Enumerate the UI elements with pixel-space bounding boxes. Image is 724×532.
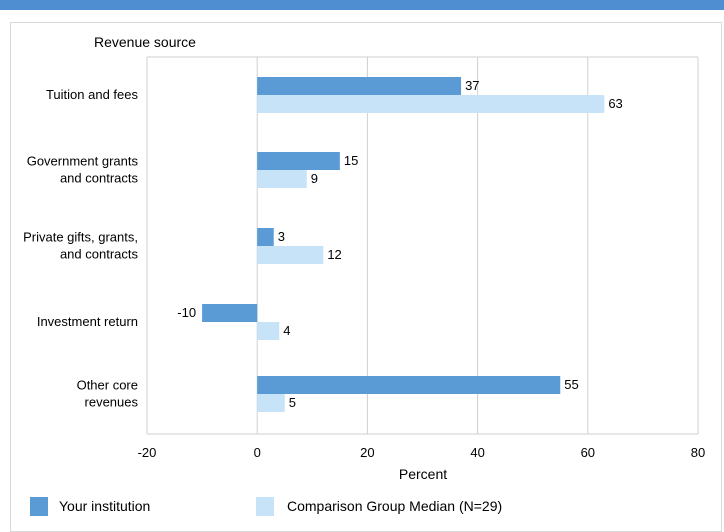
category-label: and contracts [60,171,139,186]
category-label: Other core [77,378,138,393]
institution-bar [257,152,340,170]
category-label: revenues [85,395,139,410]
x-tick-label: 0 [254,445,261,460]
value-label: 63 [608,96,622,111]
bar-chart: 37 15 3 -10 55 63 9 12 4 5 Tuition and fees Govern… [23,34,706,516]
value-label: 12 [327,247,341,262]
institution-bar [257,77,462,95]
legend: Your institution Comparison Group Median … [30,497,502,516]
category-label: Private gifts, grants, [23,230,138,245]
category-label: Government grants [27,154,139,169]
institution-bar [257,376,561,394]
comparison-bar [257,322,280,340]
category-axis-title: Revenue source [94,34,196,50]
bars [202,77,605,412]
value-label: 4 [283,323,290,338]
x-tick-label: -20 [138,445,157,460]
x-tick-labels: -20 0 20 40 60 80 [138,445,706,460]
legend-label: Your institution [59,498,150,514]
x-tick-label: 80 [691,445,705,460]
legend-swatch-comparison [256,497,274,516]
comparison-bar [257,246,324,264]
category-label: Tuition and fees [46,87,139,102]
value-label: 37 [465,78,479,93]
value-label: 55 [564,377,578,392]
category-label: and contracts [60,247,139,262]
comparison-bar [257,394,285,412]
value-label: -10 [177,305,196,320]
top-accent-bar [0,0,724,10]
comparison-bar [257,170,307,188]
x-tick-label: 20 [360,445,374,460]
category-label: Investment return [37,314,138,329]
comparison-bar [257,95,605,113]
institution-bar [257,228,274,246]
category-labels: Tuition and fees Government grants and con… [23,87,138,410]
value-labels: 37 15 3 -10 55 63 9 12 4 5 [177,78,622,410]
x-tick-label: 60 [581,445,595,460]
value-label: 15 [344,153,358,168]
value-label: 5 [289,395,296,410]
value-label: 9 [311,171,318,186]
value-label: 3 [278,229,285,244]
institution-bar [202,304,258,322]
x-tick-label: 40 [470,445,484,460]
x-axis-title: Percent [399,466,447,482]
legend-label: Comparison Group Median (N=29) [287,498,502,514]
legend-swatch-institution [30,497,48,516]
